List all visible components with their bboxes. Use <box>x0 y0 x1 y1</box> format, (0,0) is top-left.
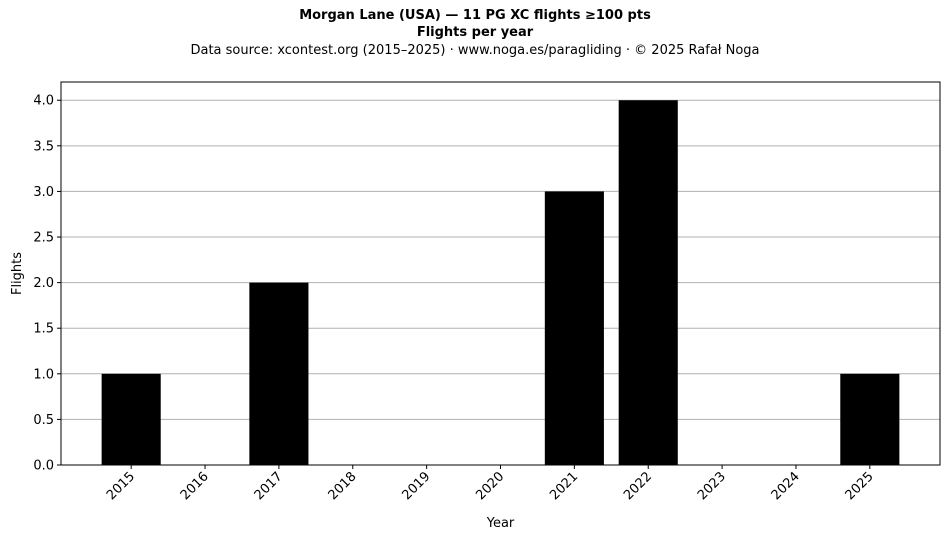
y-tick-label: 0.5 <box>33 413 54 428</box>
x-tick-label: 2023 <box>695 469 729 503</box>
y-axis-label: Flights <box>10 252 25 295</box>
axes-frame <box>60 81 941 466</box>
grid-lines <box>61 99 940 466</box>
y-tick-label: 1.0 <box>33 367 54 382</box>
bars <box>101 100 900 465</box>
x-tick-label: 2017 <box>252 469 286 503</box>
x-tick-label: 2015 <box>104 469 138 503</box>
x-tick-label: 2018 <box>326 469 360 503</box>
chart-title: Morgan Lane (USA) — 11 PG XC flights ≥10… <box>299 8 651 23</box>
y-ticks: 0.0 0.5 1.0 1.5 2.0 2.5 3.0 3.5 4.0 <box>33 94 61 474</box>
y-tick-label: 2.0 <box>33 276 54 291</box>
x-tick-label: 2016 <box>178 469 212 503</box>
x-tick-label: 2019 <box>399 469 433 503</box>
bar-2025 <box>840 373 900 465</box>
y-tick-label: 4.0 <box>33 94 54 109</box>
chart-source: Data source: xcontest.org (2015–2025) · … <box>190 43 760 58</box>
x-tick-label: 2020 <box>473 469 507 503</box>
y-tick-label: 3.0 <box>33 185 54 200</box>
y-tick-label: 3.5 <box>33 139 54 154</box>
x-axis-label: Year <box>486 516 515 531</box>
x-tick-label: 2021 <box>547 469 581 503</box>
y-tick-label: 2.5 <box>33 231 54 246</box>
chart-subtitle: Flights per year <box>416 25 534 40</box>
x-tick-label: 2024 <box>769 469 803 503</box>
bar-2015 <box>101 373 161 465</box>
x-tick-label: 2022 <box>621 469 655 503</box>
bar-2022 <box>618 100 678 465</box>
x-tick-label: 2025 <box>843 469 877 503</box>
y-tick-label: 0.0 <box>33 459 54 474</box>
y-tick-label: 1.5 <box>33 322 54 337</box>
bar-2021 <box>544 191 604 465</box>
x-ticks: 2015 2016 2017 2018 2019 2020 2021 2022 2023 2024… <box>104 465 877 503</box>
bar-2017 <box>249 282 309 465</box>
